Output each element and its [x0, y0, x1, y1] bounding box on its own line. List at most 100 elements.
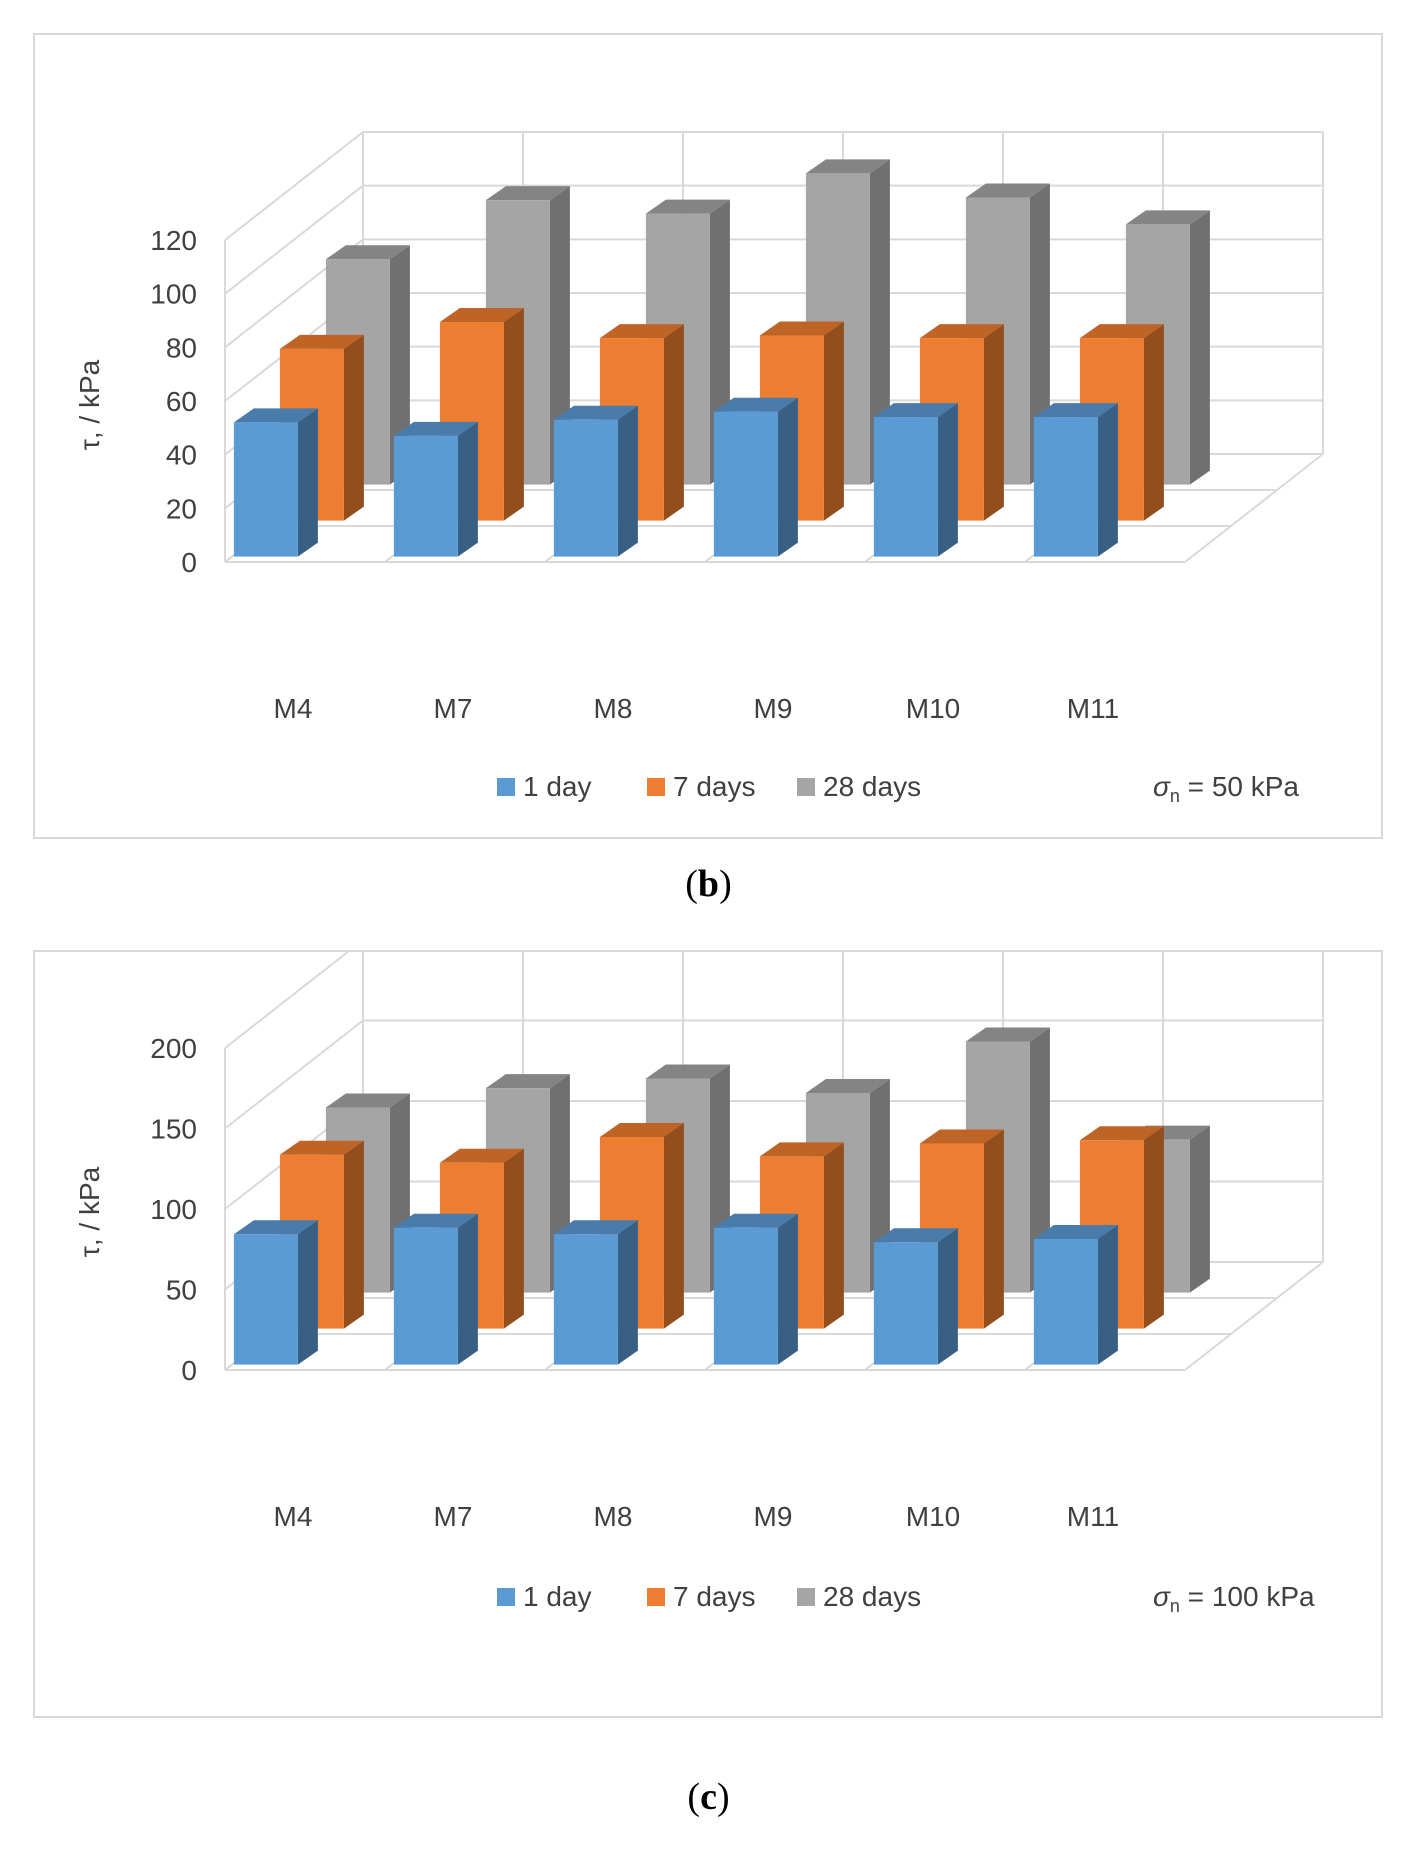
- normal-stress-annotation: σn = 100 kPa: [1153, 1581, 1315, 1616]
- bar-side-face: [937, 403, 958, 557]
- chart-panel-c: 0 50 100 150 200 M4 M7 M8 M9 M10 M11 τ, / kPa 1 day 7…: [33, 950, 1383, 1718]
- bar-top-face: [873, 403, 958, 418]
- bar-front-face: [553, 1234, 618, 1365]
- y-tick-label: 0: [181, 547, 197, 578]
- bar-top-face: [233, 1220, 318, 1235]
- sigma-value: = 50 kPa: [1180, 771, 1300, 802]
- bar-side-face: [1097, 1225, 1118, 1365]
- legend-item-1-day: 1 day: [497, 1581, 592, 1612]
- bar-top-face: [1079, 324, 1164, 339]
- x-tick-label: M11: [1067, 1501, 1119, 1532]
- floor-gridline: [1184, 453, 1324, 563]
- x-tick-label: M9: [754, 693, 793, 724]
- side-gridline: [224, 184, 364, 295]
- y-tick-label: 200: [150, 1033, 197, 1064]
- bar-side-face: [983, 324, 1004, 521]
- bar-top-face: [805, 159, 890, 174]
- x-tick-label: M4: [274, 1501, 313, 1532]
- y-tick-label: 60: [166, 386, 197, 417]
- side-gridline: [224, 952, 350, 1049]
- plot-area: 0 20 40 60 80 100 120 M4 M7 M8 M9 M10 M11 τ, / kPa: [74, 131, 1324, 724]
- bar-front-face: [233, 422, 298, 557]
- bar-side-face: [1189, 1125, 1210, 1293]
- bar-side-face: [297, 408, 318, 557]
- x-tick-label: M11: [1067, 693, 1119, 724]
- bar-side-face: [777, 1213, 798, 1365]
- bar-front-face: [1033, 1239, 1098, 1365]
- bar-top-face: [1079, 1126, 1164, 1141]
- bar-top-face: [1033, 403, 1118, 418]
- legend-swatch: [797, 778, 815, 796]
- bar-top-face: [393, 421, 478, 436]
- y-axis-label: τ, / kPa: [74, 359, 105, 450]
- bar-top-face: [485, 1074, 570, 1089]
- bar-side-face: [1097, 403, 1118, 557]
- bar-side-face: [777, 397, 798, 557]
- y-tick-label: 20: [166, 493, 197, 524]
- y-tick-label: 120: [150, 225, 197, 256]
- y-tick-label: 150: [150, 1114, 197, 1145]
- bar-top-face: [279, 334, 364, 349]
- bar-top-face: [805, 1078, 890, 1093]
- legend: 1 day 7 days 28 days: [497, 771, 921, 802]
- bar-front-face: [233, 1234, 298, 1365]
- caption-c-letter: c: [700, 1776, 717, 1818]
- bar-top-face: [919, 324, 1004, 339]
- legend-swatch: [797, 1588, 815, 1606]
- bar-side-face: [983, 1129, 1004, 1329]
- bar-1-day-M7: [393, 421, 478, 557]
- sigma-subscript: n: [1170, 786, 1180, 806]
- bar-front-face: [393, 435, 458, 557]
- bar-1-day-M11: [1033, 403, 1118, 557]
- y-axis-label: τ, / kPa: [74, 1166, 105, 1257]
- bar-top-face: [439, 1148, 524, 1163]
- sigma-symbol: σ: [1153, 1581, 1171, 1612]
- bar-top-face: [645, 199, 730, 214]
- bar-1-day-M7: [393, 1213, 478, 1365]
- chart-c-svg: 0 50 100 150 200 M4 M7 M8 M9 M10 M11 τ, / kPa 1 day 7…: [74, 952, 1324, 1616]
- legend: 1 day 7 days 28 days: [497, 1581, 921, 1612]
- bar-top-face: [759, 1142, 844, 1157]
- normal-stress-annotation: σn = 50 kPa: [1153, 771, 1299, 806]
- bar-side-face: [663, 1123, 684, 1329]
- sigma-value: = 100 kPa: [1180, 1581, 1315, 1612]
- bar-front-face: [393, 1227, 458, 1365]
- bar-1-day-M10: [873, 1228, 958, 1365]
- bar-side-face: [343, 1140, 364, 1329]
- chart-panel-b: 0 20 40 60 80 100 120 M4 M7 M8 M9 M10 M11 τ, / kPa 1 d…: [33, 33, 1383, 839]
- bar-top-face: [599, 1123, 684, 1138]
- y-tick-label: 80: [166, 332, 197, 363]
- legend-label: 7 days: [673, 771, 756, 802]
- bar-top-face: [553, 405, 638, 420]
- bar-side-face: [1143, 324, 1164, 521]
- bar-front-face: [713, 411, 778, 557]
- bar-front-face: [553, 419, 618, 557]
- bar-side-face: [937, 1228, 958, 1365]
- x-tick-label: M7: [434, 1501, 473, 1532]
- bar-side-face: [457, 1213, 478, 1365]
- x-tick-label: M4: [274, 693, 313, 724]
- bar-top-face: [1125, 210, 1210, 225]
- bar-1-day-M4: [233, 408, 318, 557]
- x-tick-label: M8: [594, 693, 633, 724]
- bar-side-face: [503, 308, 524, 521]
- bar-top-face: [325, 245, 410, 260]
- bar-side-face: [663, 324, 684, 521]
- bar-top-face: [325, 1093, 410, 1108]
- bar-side-face: [549, 186, 570, 485]
- caption-c: (c): [687, 1776, 730, 1818]
- legend-swatch: [647, 778, 665, 796]
- bar-front-face: [873, 417, 938, 557]
- bar-front-face: [873, 1242, 938, 1365]
- y-tick-label: 100: [150, 279, 197, 310]
- caption-b-letter: b: [697, 863, 720, 905]
- x-tick-label: M10: [906, 693, 960, 724]
- x-tick-label: M9: [754, 1501, 793, 1532]
- bar-top-face: [965, 183, 1050, 198]
- sigma-subscript: n: [1170, 1596, 1180, 1616]
- bar-1-day-M9: [713, 1213, 798, 1365]
- bar-top-face: [873, 1228, 958, 1243]
- bar-top-face: [393, 1213, 478, 1228]
- bar-side-face: [1189, 210, 1210, 485]
- x-tick-label: M8: [594, 1501, 633, 1532]
